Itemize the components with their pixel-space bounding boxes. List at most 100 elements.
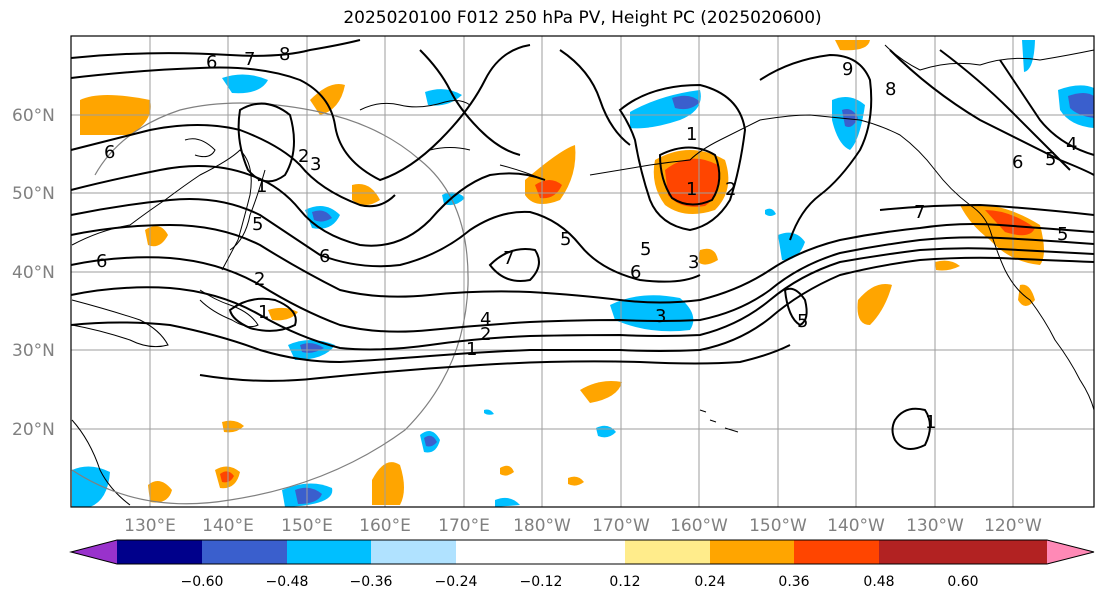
colorbar-segment bbox=[710, 540, 794, 564]
anomaly-blob bbox=[352, 184, 380, 205]
contour-label: 5 bbox=[252, 214, 263, 235]
lat-label: 60°N bbox=[12, 106, 55, 126]
anomaly-blob-strong bbox=[312, 210, 332, 222]
contour-label: 4 bbox=[1066, 134, 1077, 155]
contour-label: 1 bbox=[258, 302, 269, 323]
anomaly-blob bbox=[310, 84, 345, 115]
colorbar-segment bbox=[287, 540, 371, 564]
anomaly-blob bbox=[568, 476, 584, 486]
lat-label: 40°N bbox=[12, 263, 55, 283]
map-title: 2025020100 F012 250 hPa PV, Height PC (2… bbox=[343, 8, 822, 28]
contour-label: 7 bbox=[244, 49, 255, 70]
colorbar-tick-label: 0.12 bbox=[609, 574, 640, 590]
contour-label: 3 bbox=[655, 306, 666, 327]
anomaly-blob-strong bbox=[672, 95, 700, 110]
colorbar-segment bbox=[371, 540, 456, 564]
anomaly-blob bbox=[372, 462, 404, 505]
anomaly-blob-strong bbox=[220, 471, 234, 483]
colorbar-tick-label: 0.60 bbox=[947, 574, 978, 590]
lon-label: 170°E bbox=[438, 516, 490, 536]
colorbar-tick-label: 0.48 bbox=[863, 574, 894, 590]
anomaly-blob bbox=[857, 284, 892, 325]
colorbar-extend-high bbox=[1047, 540, 1094, 564]
colorbar-ticks: −0.60 −0.48 −0.36 −0.24 −0.12 0.12 0.24 … bbox=[181, 574, 979, 590]
lon-label: 170°W bbox=[592, 516, 650, 536]
contour-label: 6 bbox=[104, 142, 115, 163]
contour-label: 3 bbox=[310, 154, 321, 175]
colorbar-outline bbox=[69, 539, 1095, 565]
contour-label: 2 bbox=[725, 179, 736, 200]
colorbar-segment bbox=[625, 540, 710, 564]
colorbar-extend-low bbox=[71, 540, 117, 564]
lon-label: 160°E bbox=[359, 516, 411, 536]
lon-label: 150°E bbox=[281, 516, 333, 536]
contour-labels: 7 8 6 6 2 3 1 5 6 6 2 1 2 4 1 7 5 6 3 1 … bbox=[96, 44, 1077, 433]
contour-label: 6 bbox=[319, 246, 330, 267]
anomaly-blob bbox=[580, 381, 622, 403]
anomaly-blob bbox=[835, 40, 870, 51]
anomaly-blob bbox=[765, 208, 776, 216]
contour-label: 6 bbox=[1012, 152, 1023, 173]
anomaly-blob-strong bbox=[295, 487, 322, 504]
contour-label: 1 bbox=[256, 176, 267, 197]
negative-anomaly-shading bbox=[72, 40, 1094, 507]
contour-label: 2 bbox=[254, 269, 265, 290]
lat-axis: 60°N 50°N 40°N 30°N 20°N bbox=[12, 106, 55, 440]
colorbar-segment bbox=[879, 540, 963, 564]
colorbar-tick-label: 0.36 bbox=[778, 574, 809, 590]
anomaly-blob-strong bbox=[1068, 93, 1094, 118]
contour-label: 4 bbox=[480, 309, 491, 330]
anomaly-blob-strong bbox=[665, 158, 719, 207]
contour-label: 5 bbox=[797, 311, 808, 332]
anomaly-blob-strong bbox=[985, 210, 1035, 236]
anomaly-blob bbox=[222, 74, 268, 94]
contour-label: 2 bbox=[480, 324, 491, 345]
lon-label: 130°E bbox=[124, 516, 176, 536]
anomaly-blob bbox=[145, 226, 168, 247]
lon-label: 180°W bbox=[513, 516, 571, 536]
colorbar-tick-label: −0.60 bbox=[181, 574, 224, 590]
graticule bbox=[71, 36, 1094, 507]
lon-label: 140°W bbox=[827, 516, 885, 536]
lon-label: 160°W bbox=[670, 516, 728, 536]
colorbar-segment bbox=[202, 540, 287, 564]
lon-label: 140°E bbox=[202, 516, 254, 536]
anomaly-blob bbox=[935, 260, 960, 271]
colorbar-tick-label: −0.24 bbox=[435, 574, 478, 590]
anomaly-blob bbox=[698, 248, 718, 265]
contour-label: 9 bbox=[842, 59, 853, 80]
anomaly-blob bbox=[268, 307, 298, 321]
colorbar-tick-label: −0.48 bbox=[266, 574, 309, 590]
anomaly-blob bbox=[500, 465, 514, 476]
contour-label: 5 bbox=[1057, 224, 1068, 245]
range-ring bbox=[71, 102, 469, 505]
lon-label: 120°W bbox=[984, 516, 1042, 536]
contour-label: 5 bbox=[640, 239, 651, 260]
contour-label: 1 bbox=[686, 179, 697, 200]
contour-label: 7 bbox=[503, 248, 514, 269]
contour-label: 6 bbox=[206, 52, 217, 73]
anomaly-blob bbox=[495, 497, 520, 507]
height-contours bbox=[70, 39, 1095, 450]
contour-label: 8 bbox=[885, 79, 896, 100]
contour-label: 8 bbox=[279, 44, 290, 65]
anomaly-blob bbox=[610, 295, 694, 332]
contour-label: 1 bbox=[466, 339, 477, 360]
anomaly-blob bbox=[484, 409, 494, 415]
anomaly-blob bbox=[148, 481, 172, 503]
lon-axis: 130°E 140°E 150°E 160°E 170°E 180°W 170°… bbox=[124, 516, 1042, 536]
contour-label: 1 bbox=[686, 124, 697, 145]
colorbar-segment bbox=[963, 540, 1047, 564]
colorbar-tick-label: 0.24 bbox=[694, 574, 725, 590]
colorbar-segment bbox=[456, 540, 541, 564]
anomaly-blob-strong bbox=[424, 435, 437, 447]
colorbar bbox=[69, 539, 1095, 565]
contour-label: 6 bbox=[630, 262, 641, 283]
colorbar-segment bbox=[794, 540, 879, 564]
contour-label: 5 bbox=[1045, 149, 1056, 170]
lat-label: 20°N bbox=[12, 420, 55, 440]
anomaly-blob bbox=[1022, 40, 1035, 72]
contour-label: 3 bbox=[688, 252, 699, 273]
contour-label: 6 bbox=[96, 251, 107, 272]
